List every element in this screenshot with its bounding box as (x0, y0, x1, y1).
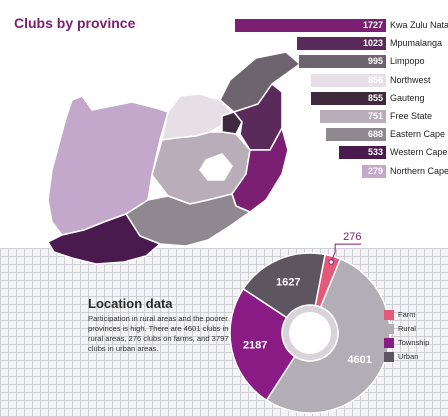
bar-label: Limpopo (390, 56, 425, 67)
bar-value: 751 (367, 111, 383, 121)
map-gauteng (221, 111, 243, 135)
legend-swatch (384, 352, 394, 362)
bar-gauteng: 855 (311, 91, 386, 105)
bar-label: Eastern Cape (390, 129, 446, 140)
map-lesotho (199, 153, 233, 181)
donut-value-label: 276 (343, 231, 361, 243)
bar-label: Western Cape (390, 147, 448, 158)
bar-value: 995 (367, 56, 383, 67)
location-title: Location data (88, 296, 173, 311)
donut-value-label: 1627 (276, 276, 300, 288)
bar-northwest: 856 (311, 73, 386, 87)
bar-label: Gauteng (390, 92, 425, 103)
bar-limpopo: 995 (299, 55, 386, 69)
legend-swatch (384, 338, 394, 348)
bar-value: 279 (367, 165, 383, 176)
location-description: Participation in rural areas and the poo… (88, 314, 229, 353)
map-kwazulu-natal (231, 127, 289, 213)
map-western-cape (47, 213, 161, 265)
bar-value: 533 (367, 147, 383, 158)
legend-label: Farm (398, 310, 416, 319)
donut-value-label: 4601 (347, 354, 371, 366)
bar-value: 1727 (362, 20, 383, 30)
legend-label: Township (398, 338, 430, 347)
callout-line (330, 243, 362, 263)
bar-value: 856 (367, 74, 383, 85)
callout-dot (328, 259, 334, 265)
donut-slice-urban (242, 252, 326, 319)
bar-mpumalanga: 1023 (296, 37, 386, 51)
donut-slice-township (229, 287, 296, 402)
bar-label: Northern Cape (390, 165, 448, 176)
legend-label: Rural (398, 324, 416, 333)
bar-western-cape: 533 (339, 146, 386, 160)
chart-title: Clubs by province (14, 15, 136, 31)
bar-label: Free State (390, 111, 433, 121)
bar-free-state: 751 (320, 110, 386, 123)
bar-value: 1023 (362, 38, 383, 49)
bar-value: 688 (367, 129, 383, 140)
bar-label: Kwa Zulu Natal (390, 20, 448, 30)
donut-value-label: 2187 (243, 339, 267, 351)
bar-label: Mpumalanga (390, 38, 443, 49)
bar-eastern-cape: 688 (325, 128, 386, 142)
bar-value: 855 (367, 92, 383, 103)
bar-label: Northwest (390, 74, 431, 85)
bar-northern-cape: 279 (361, 164, 386, 178)
legend-swatch (384, 310, 394, 320)
donut-center (283, 306, 337, 360)
legend-label: Urban (398, 352, 419, 361)
bar-kwa-zulu-natal: 1727 (235, 19, 386, 32)
legend-swatch (384, 324, 394, 334)
